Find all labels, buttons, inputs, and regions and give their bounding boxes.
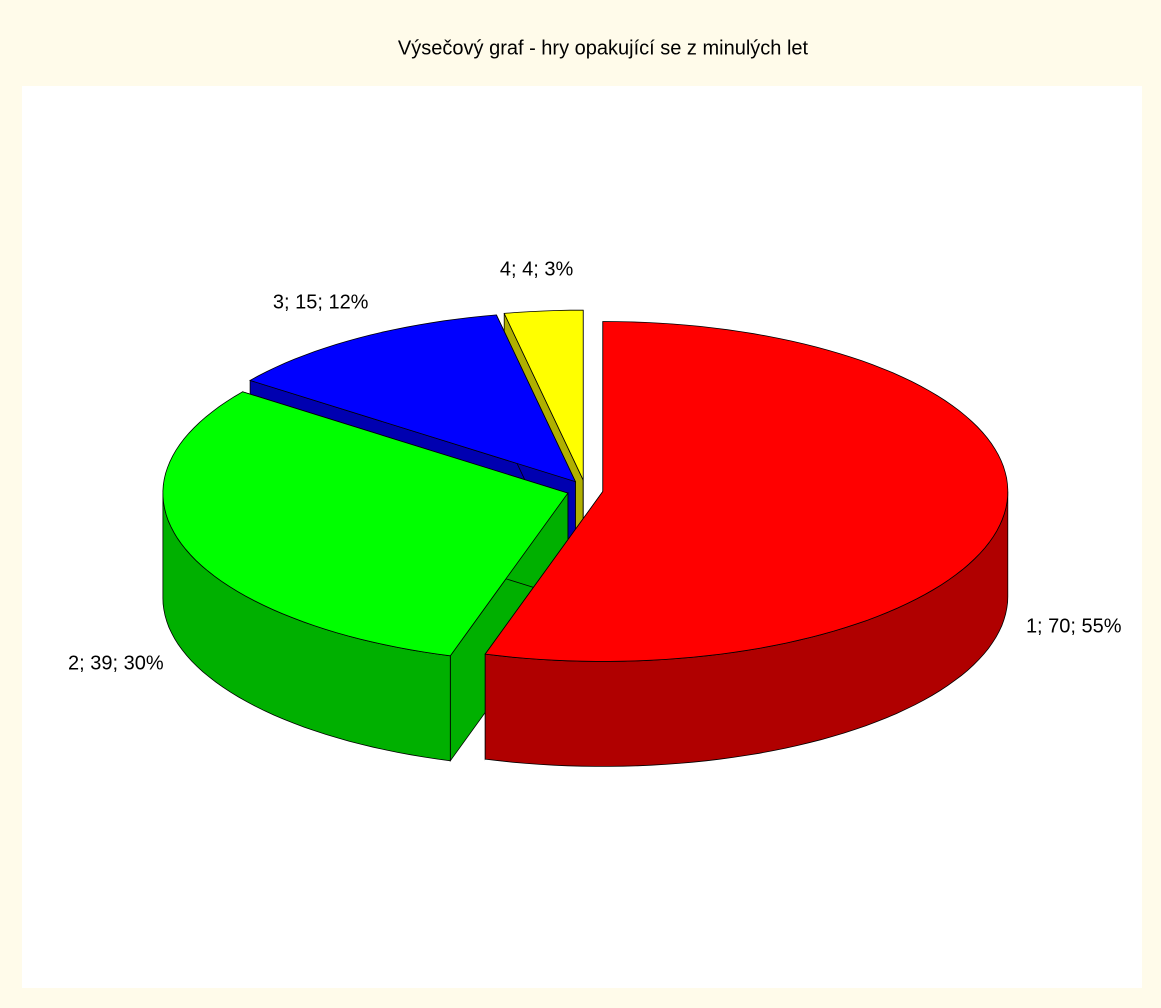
data-label: 2; 39; 30% [68, 653, 164, 675]
pie-slice [249, 314, 577, 483]
data-label: 1; 70; 55% [1026, 616, 1122, 638]
pie-slice [162, 391, 569, 657]
pie-slice [484, 321, 1009, 662]
pie-slice [503, 309, 584, 481]
chart-title: Výsečový graf - hry opakující se z minul… [398, 37, 809, 59]
data-label: 3; 15; 12% [273, 292, 369, 314]
data-label: 4; 4; 3% [500, 258, 574, 280]
